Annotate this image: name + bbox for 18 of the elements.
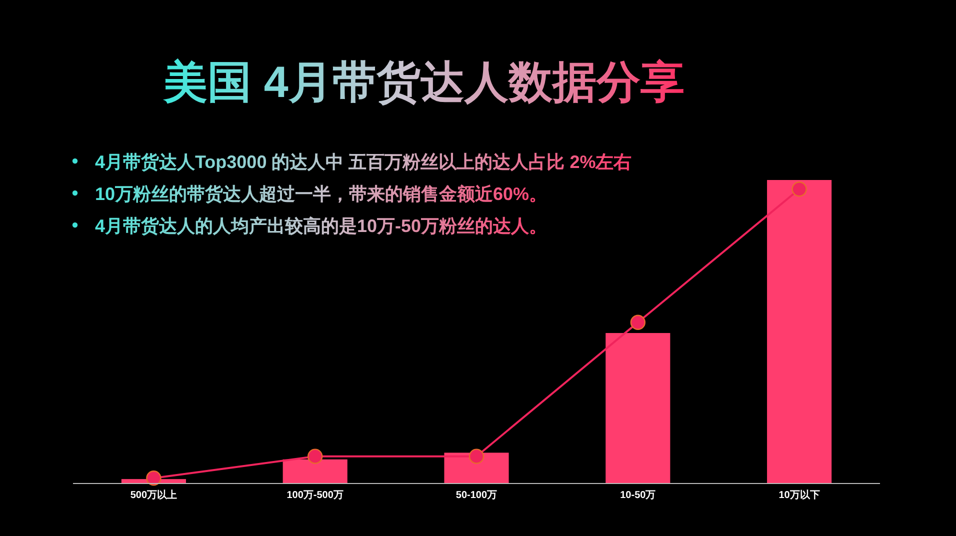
bar: [282, 459, 348, 483]
x-tick-label: 50-100万: [456, 490, 498, 501]
point: [468, 448, 484, 464]
annotation: 10万粉丝的带货达人超过一半，带来的销售金额近60%。: [95, 184, 548, 204]
point: [146, 470, 162, 486]
x-tick-label: 10万以下: [778, 489, 820, 501]
x-tick-label: 10-50万: [620, 490, 656, 501]
chart-title: 美国 4月带货达人数据分享: [162, 58, 684, 107]
bar: [606, 333, 670, 483]
text: 4月带货达人Top3000 的达人中 五百万粉丝以上的达人占比 2%左右: [95, 152, 632, 172]
x-tick-label: 100万-500万: [286, 490, 344, 501]
x-tick-label: 500万以上: [130, 489, 178, 501]
annotation: 4月带货达人的人均产出较高的是10万-50万粉丝的达人。: [95, 216, 548, 236]
bar: [444, 452, 509, 483]
point: [630, 314, 646, 330]
bar: [767, 180, 832, 483]
point: [308, 448, 323, 464]
point: [792, 181, 807, 197]
